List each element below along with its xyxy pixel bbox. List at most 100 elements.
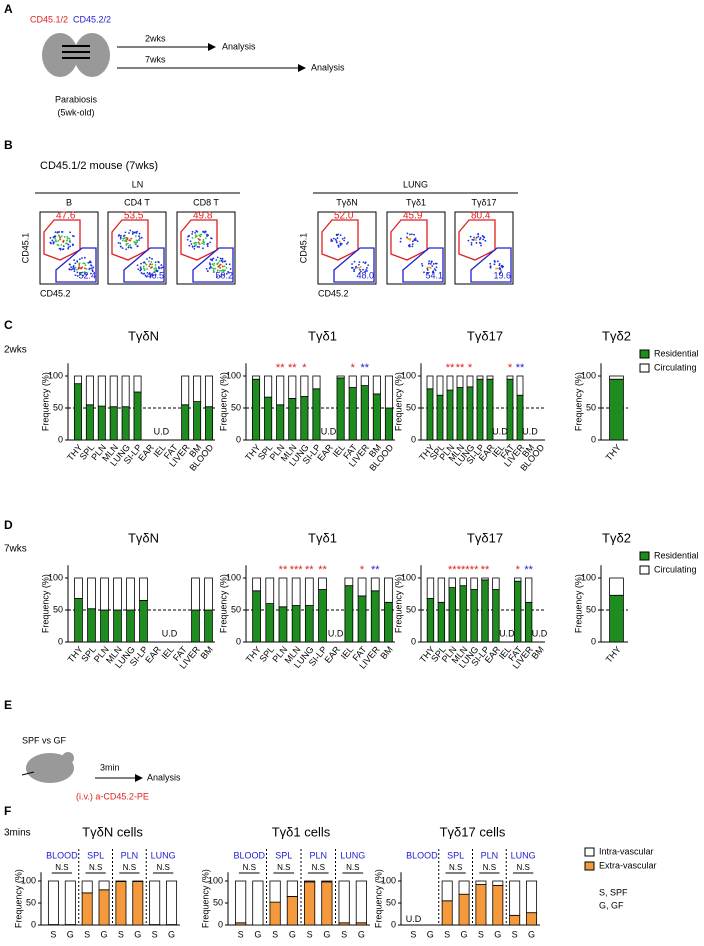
bar [292,606,300,642]
plot-label: CD8 T [193,197,219,207]
gate-value: 47.6 [56,211,76,222]
bar [122,407,129,440]
gate-value: 52.0 [334,211,354,222]
x-tick-label: G [67,929,74,939]
flow-dot [57,240,59,242]
bar [127,578,135,610]
y-tick-label: 100 [21,875,36,885]
flow-dot [90,264,92,266]
bar [482,580,489,642]
x-tick-label: THY [604,442,623,462]
x-tick-label: G [461,929,468,939]
gate-value: 45.9 [403,211,423,222]
flow-dot [67,238,69,240]
annotation: ** [524,564,533,576]
bar [493,881,503,885]
flow-dot [203,242,205,244]
bar [373,394,380,440]
flow-dot [125,231,127,233]
flow-dot [480,242,482,244]
flow-dot [160,264,162,266]
flow-dot [202,247,204,249]
bar [110,376,117,407]
panel-label: A [4,2,13,16]
bar [437,376,443,395]
flow-dot [192,246,194,248]
flow-dot [200,234,202,236]
bar [98,376,105,406]
chart-title: Tγδ2 [602,328,631,343]
legend-label: Intra-vascular [599,846,654,856]
bar [477,376,483,379]
flow-dot [489,263,491,265]
flow-dot [141,237,143,239]
plot-label: TγδN [336,197,358,207]
bar [510,915,520,925]
flow-dot [211,260,213,262]
chart-title: Tγδ1 [308,530,337,545]
flow-dot [219,260,221,262]
annotation: * [516,564,521,576]
group-label: BLOOD [406,850,438,860]
arrow-label: 2wks [145,33,166,43]
flow-dot [226,267,228,269]
flow-dot [200,236,202,238]
bar [442,901,452,925]
y-tick-label: 0 [58,434,63,444]
flow-dot [149,257,151,259]
x-tick-label: G [494,929,501,939]
x-tick-label: S [84,929,90,939]
flow-dot [159,267,161,269]
flow-dot [79,267,81,269]
bar [253,881,263,925]
bar [507,379,513,440]
flow-dot [435,263,437,265]
group-note: N.S [449,863,462,872]
flow-dot [138,235,140,237]
y-tick-label: 0 [58,636,63,646]
flow-dot [61,231,63,233]
mouse-ear [62,752,74,764]
bar [358,596,366,642]
flow-dot [149,263,151,265]
flow-dot [136,240,138,242]
y-tick-label: 100 [226,572,241,582]
annotation: ** [276,362,285,374]
flow-dot [198,243,200,245]
y-axis-title: Frequency (%) [40,372,50,431]
flow-dot [127,237,129,239]
flow-dot [197,246,199,248]
annotation: U.D [492,427,508,437]
flow-dot [68,246,70,248]
flow-dot [55,231,57,233]
annotation: U.D [154,427,170,437]
flow-dot [342,238,344,240]
flow-dot [74,262,76,264]
bar [477,379,483,440]
bar [471,578,478,590]
legend-label: Circulating [654,362,697,372]
bar [510,881,520,915]
group-label: PLN [309,850,327,860]
bar [476,881,486,885]
bar [98,406,105,440]
y-tick-label: 50 [586,604,596,614]
flow-dot [127,243,129,245]
group-label: LUNG [511,850,536,860]
flow-dot [66,236,68,238]
flow-dot [120,235,122,237]
flow-dot [202,231,204,233]
flow-dot [341,243,343,245]
flow-dot [211,238,213,240]
flow-dot [120,246,122,248]
bar [133,881,143,925]
x-tick-label: S [444,929,450,939]
annotation: ** [288,362,297,374]
group-label: BLOOD [46,850,78,860]
bar [514,578,521,581]
flow-dot [477,233,479,235]
flow-dot [359,261,361,263]
flow-dot [192,237,194,239]
bar [99,890,109,925]
bar [385,376,392,408]
